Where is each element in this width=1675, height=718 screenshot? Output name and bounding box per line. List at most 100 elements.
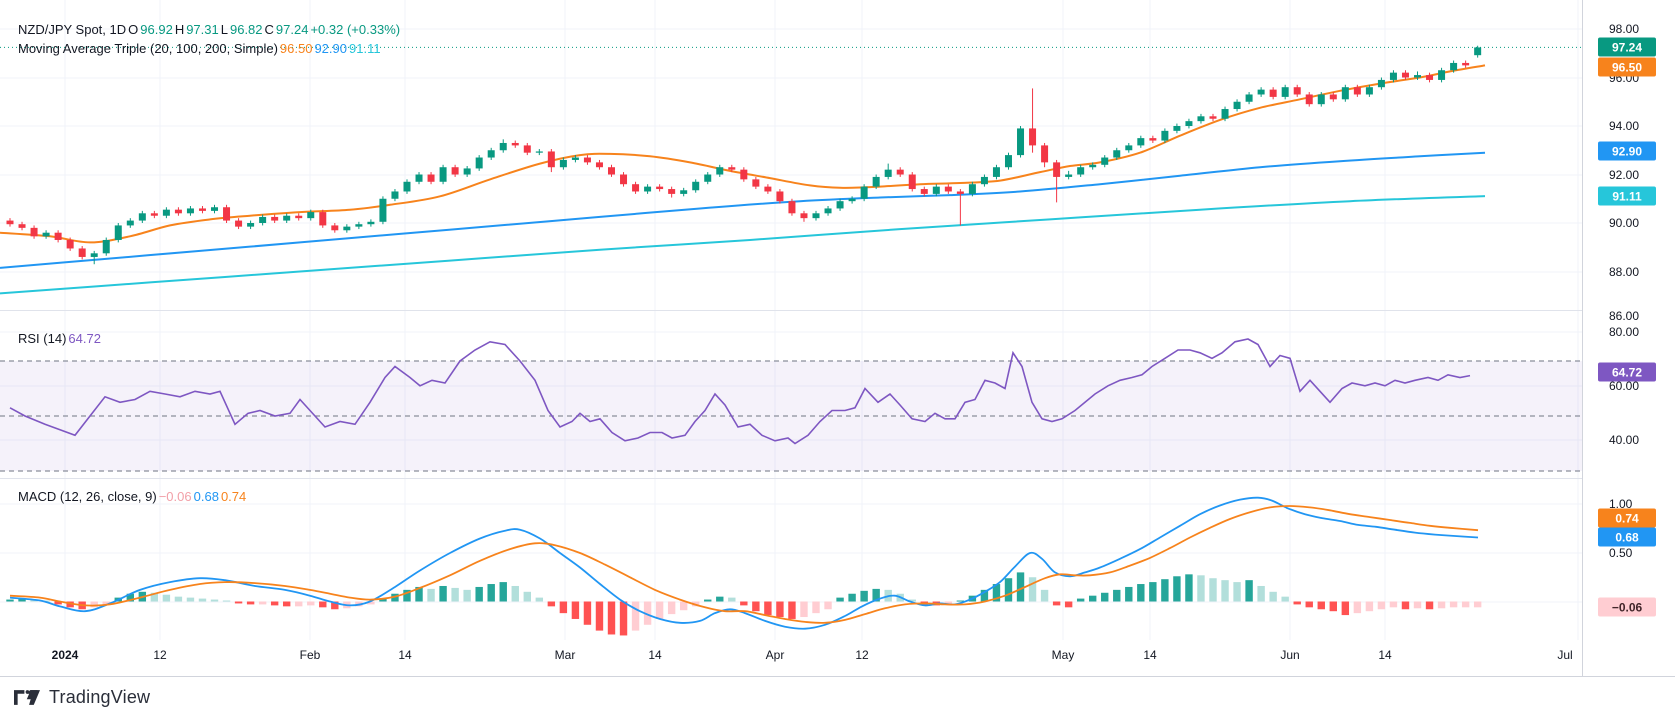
ma-triple-legend[interactable]: Moving Average Triple (20, 100, 200, Sim… — [18, 41, 383, 56]
rsi-legend[interactable]: RSI (14) 64.72 — [18, 331, 103, 346]
candle-body — [980, 176, 988, 185]
macd-histogram-bar — [1101, 592, 1109, 602]
symbol-legend-segment: 97.31 — [186, 22, 219, 37]
candle-body — [1233, 101, 1241, 110]
macd-histogram-bar — [1076, 598, 1085, 602]
candle-body — [535, 151, 543, 153]
axis-price-label: 90.00 — [1609, 216, 1640, 230]
candle-body — [1173, 126, 1181, 131]
candle-body — [752, 179, 760, 187]
macd-histogram-bar — [740, 601, 748, 606]
candle-body — [872, 176, 880, 187]
macd-histogram-bar — [1305, 601, 1313, 608]
chart-canvas[interactable] — [0, 0, 1582, 640]
candle-body — [1293, 87, 1301, 95]
symbol-legend-segment: H — [174, 22, 185, 37]
chart-plot-area[interactable] — [0, 0, 1582, 640]
candle-body — [223, 207, 231, 221]
candle-body — [776, 191, 784, 202]
macd-histogram-bar — [282, 601, 291, 607]
candle-body — [1113, 150, 1121, 158]
candle-body — [1077, 167, 1085, 175]
candle-body — [860, 186, 868, 199]
candle-body — [908, 174, 916, 190]
tradingview-logo-icon[interactable] — [14, 690, 40, 705]
price-axis[interactable]: 98.00 96.00 94.00 92.00 90.00 88.00 86.00 80.00… — [1582, 0, 1675, 676]
time-tick-label: Mar — [554, 648, 576, 662]
pane-separator-rsi[interactable] — [0, 310, 1582, 311]
macd-histogram-bar — [379, 598, 387, 602]
candle-body — [343, 226, 351, 231]
rsi-legend-segment: 64.72 — [68, 331, 101, 346]
macd-legend[interactable]: MACD (12, 26, close, 9) −0.06 0.68 0.74 — [18, 489, 248, 504]
macd-histogram-bar — [980, 589, 989, 602]
macd-histogram-bar — [42, 600, 50, 602]
macd-histogram-bar — [1425, 601, 1434, 610]
axis-price-label: 86.00 — [1609, 309, 1640, 323]
candle-body — [680, 190, 688, 194]
macd-histogram-bar — [1401, 601, 1410, 610]
macd-histogram-bar — [860, 590, 868, 602]
candle-body — [944, 186, 952, 192]
macd-histogram-bar — [728, 597, 736, 602]
axis-price-label: 0.50 — [1609, 546, 1633, 560]
macd-histogram-bar — [1028, 577, 1037, 602]
macd-histogram-bar — [535, 597, 544, 602]
candle-body — [1017, 128, 1025, 156]
macd-histogram-bar — [1245, 580, 1253, 602]
candle-body — [114, 225, 122, 240]
ma-legend-segment: 96.50 — [279, 41, 313, 56]
candle-body — [331, 225, 339, 231]
macd-histogram-bar — [1052, 601, 1061, 606]
candle-body — [1474, 47, 1482, 56]
candle-body — [186, 208, 194, 214]
candle-body — [992, 167, 1000, 177]
candle-body — [415, 174, 423, 182]
candle-body — [608, 167, 615, 175]
candle-body — [644, 186, 652, 192]
macd-histogram-bar — [908, 599, 916, 602]
symbol-legend-segment: O — [128, 22, 139, 37]
macd-histogram-bar — [716, 596, 724, 602]
macd-histogram-bar — [6, 599, 14, 602]
macd-histogram-bar — [1113, 589, 1121, 602]
symbol-legend[interactable]: NZD/JPY Spot, 1D O 96.92 H 97.31 L 96.82 C 97.24… — [18, 22, 402, 37]
macd-histogram-bar — [295, 601, 303, 607]
macd-histogram-bar — [162, 594, 171, 602]
macd-histogram-bar — [463, 589, 471, 602]
macd-histogram-bar — [1413, 601, 1422, 609]
candle-body — [1377, 79, 1385, 88]
macd-histogram-bar — [559, 601, 568, 614]
time-axis[interactable]: 2024 12 Feb 14 Mar 14 Apr 12 May 14 Jun 14 Jul — [0, 640, 1582, 676]
tradingview-brand-text[interactable]: TradingView — [49, 687, 151, 707]
macd-histogram-bar — [487, 584, 495, 602]
candle-body — [1462, 62, 1470, 66]
macd-histogram-bar — [403, 589, 411, 602]
pane-separator-macd[interactable] — [0, 478, 1582, 479]
macd-histogram-bar — [1269, 591, 1277, 602]
candle-body — [403, 181, 411, 192]
macd-histogram-bar — [764, 601, 772, 616]
macd-histogram-bar — [222, 600, 231, 602]
axis-price-label: 40.00 — [1609, 433, 1640, 447]
candle-body — [78, 248, 86, 257]
candle-body — [367, 221, 375, 225]
candle-body — [138, 213, 146, 221]
candle-body — [1353, 87, 1361, 95]
axis-price-label: 92.00 — [1609, 168, 1640, 182]
macd-histogram-bar — [427, 588, 435, 602]
macd-histogram-bar — [1317, 601, 1325, 610]
time-tick-label: Jun — [1280, 648, 1300, 662]
macd-histogram-bar — [150, 592, 159, 602]
macd-line — [9, 496, 1479, 630]
time-tick-label: 12 — [855, 648, 869, 662]
candle-body — [1305, 94, 1313, 105]
rsi-line — [9, 338, 1471, 445]
candle-body — [668, 189, 676, 194]
candle-body — [728, 167, 736, 170]
macd-histogram-bar — [1365, 601, 1374, 612]
candle-body — [247, 223, 255, 227]
macd-histogram-bar — [415, 586, 423, 602]
macd-histogram-bar — [1257, 585, 1265, 602]
macd-histogram-bar — [1089, 595, 1097, 602]
